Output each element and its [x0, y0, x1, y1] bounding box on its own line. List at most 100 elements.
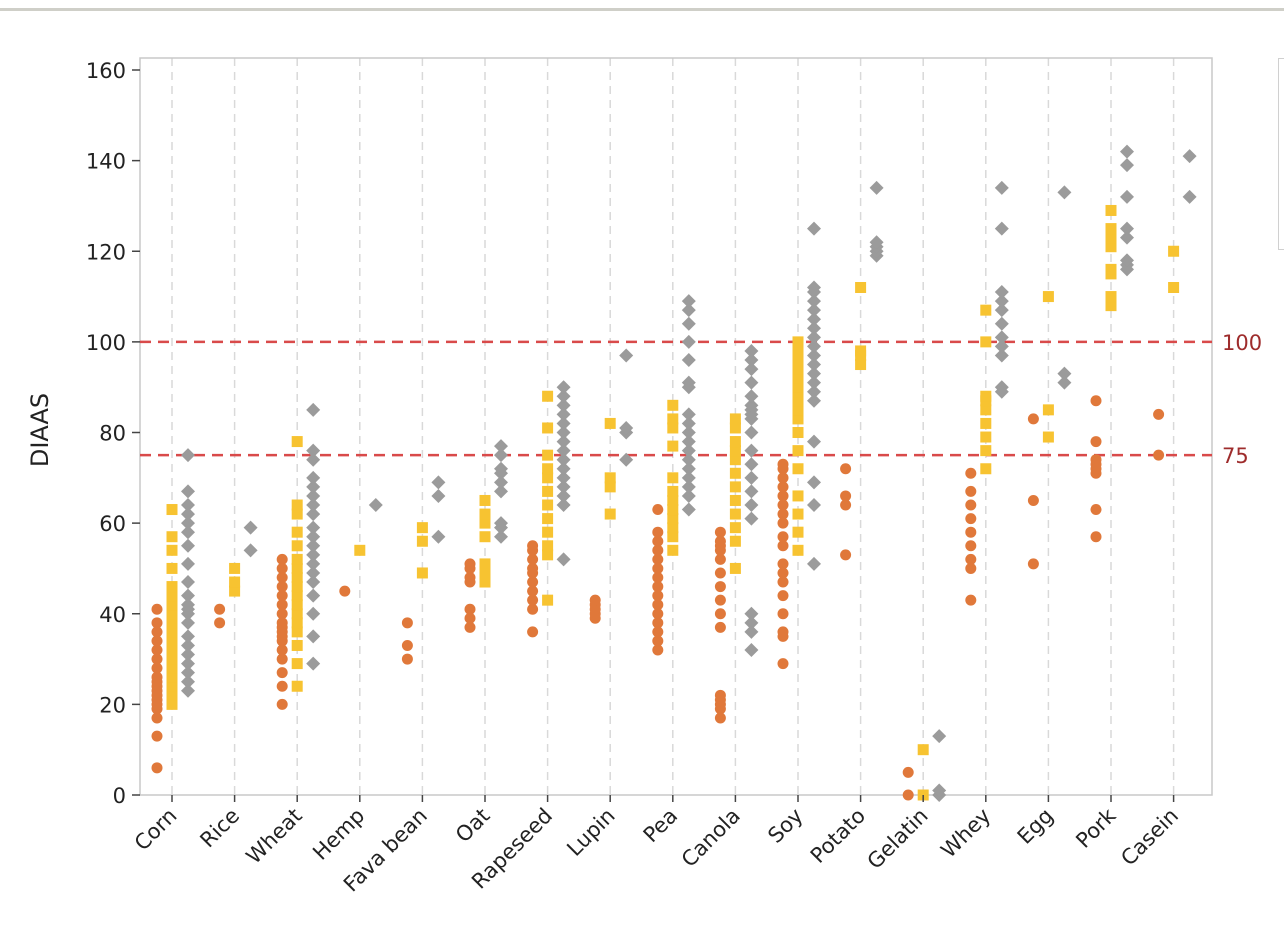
- data-point: [714, 567, 726, 579]
- data-point: [980, 431, 992, 443]
- data-point: [965, 526, 977, 538]
- data-point: [306, 520, 321, 535]
- data-point: [777, 590, 789, 602]
- data-point: [556, 488, 571, 503]
- data-point: [166, 590, 178, 602]
- data-point: [276, 617, 288, 629]
- data-point: [464, 572, 476, 583]
- x-tick-label: Pork: [1071, 803, 1121, 853]
- data-point: [965, 513, 977, 525]
- data-point: [994, 330, 1009, 345]
- data-point: [729, 522, 741, 534]
- data-points: [151, 144, 1197, 802]
- data-point: [291, 499, 303, 511]
- data-point: [681, 479, 696, 494]
- data-point: [807, 393, 821, 408]
- data-point: [965, 562, 977, 574]
- y-axis-label: DIAAS: [26, 393, 54, 467]
- data-point: [777, 499, 789, 511]
- y-tick-label: 100: [86, 331, 126, 355]
- data-point: [276, 599, 288, 611]
- data-point: [744, 498, 759, 512]
- data-point: [416, 567, 428, 579]
- data-point: [166, 531, 178, 543]
- data-point: [556, 479, 571, 494]
- data-point: [166, 617, 178, 629]
- data-point: [1057, 185, 1072, 200]
- data-point: [807, 475, 821, 490]
- data-point: [681, 316, 696, 331]
- data-point: [166, 644, 178, 656]
- data-point: [243, 543, 258, 558]
- data-point: [994, 316, 1009, 331]
- data-point: [494, 439, 508, 454]
- data-point: [151, 626, 163, 638]
- data-point: [431, 475, 446, 490]
- data-point: [181, 615, 195, 630]
- data-point: [556, 452, 571, 467]
- data-point: [994, 221, 1009, 236]
- data-point: [980, 336, 992, 348]
- data-point: [1090, 531, 1102, 543]
- data-point: [276, 562, 288, 574]
- data-point: [1105, 223, 1117, 235]
- data-point: [729, 422, 741, 434]
- y-tick-label: 160: [86, 59, 126, 83]
- data-point: [744, 643, 759, 657]
- data-point: [494, 475, 508, 490]
- data-point: [980, 390, 992, 402]
- data-point: [681, 434, 696, 449]
- data-point: [166, 662, 178, 674]
- data-point: [291, 680, 303, 692]
- data-point: [604, 481, 616, 493]
- data-point: [229, 585, 241, 597]
- data-point: [652, 581, 664, 593]
- data-point: [291, 658, 303, 670]
- data-point: [681, 425, 696, 440]
- data-point: [542, 549, 554, 561]
- data-point: [166, 635, 178, 647]
- data-point: [965, 540, 977, 552]
- data-point: [276, 680, 288, 692]
- data-point: [965, 553, 977, 565]
- data-point: [181, 638, 195, 653]
- data-point: [807, 366, 821, 381]
- data-point: [807, 312, 821, 327]
- data-point: [652, 608, 664, 620]
- x-tick-label: Corn: [130, 804, 182, 856]
- data-point: [464, 603, 476, 615]
- data-point: [667, 544, 679, 556]
- data-point: [667, 485, 679, 497]
- data-point: [527, 553, 539, 565]
- data-point: [1090, 504, 1102, 516]
- data-point: [777, 458, 789, 470]
- data-point: [681, 375, 696, 390]
- data-point: [291, 608, 303, 620]
- data-point: [291, 540, 303, 552]
- data-point: [464, 558, 476, 570]
- data-point: [714, 621, 726, 633]
- data-point: [902, 766, 914, 778]
- data-point: [667, 513, 679, 525]
- data-point: [714, 712, 726, 724]
- data-point: [681, 416, 696, 431]
- data-point: [479, 576, 491, 588]
- data-point: [744, 484, 759, 499]
- data-point: [807, 321, 821, 336]
- data-point: [181, 516, 195, 531]
- data-point: [965, 485, 977, 497]
- data-point: [652, 644, 664, 656]
- data-point: [604, 472, 616, 484]
- data-point: [276, 581, 288, 593]
- x-tick-label: Canola: [677, 804, 745, 872]
- data-point: [619, 452, 634, 467]
- data-point: [729, 413, 741, 425]
- data-point: [229, 562, 241, 574]
- data-point: [1120, 144, 1134, 159]
- data-point: [744, 425, 759, 440]
- data-point: [792, 354, 804, 366]
- data-point: [792, 463, 804, 475]
- data-point: [807, 294, 821, 309]
- data-point: [181, 498, 195, 512]
